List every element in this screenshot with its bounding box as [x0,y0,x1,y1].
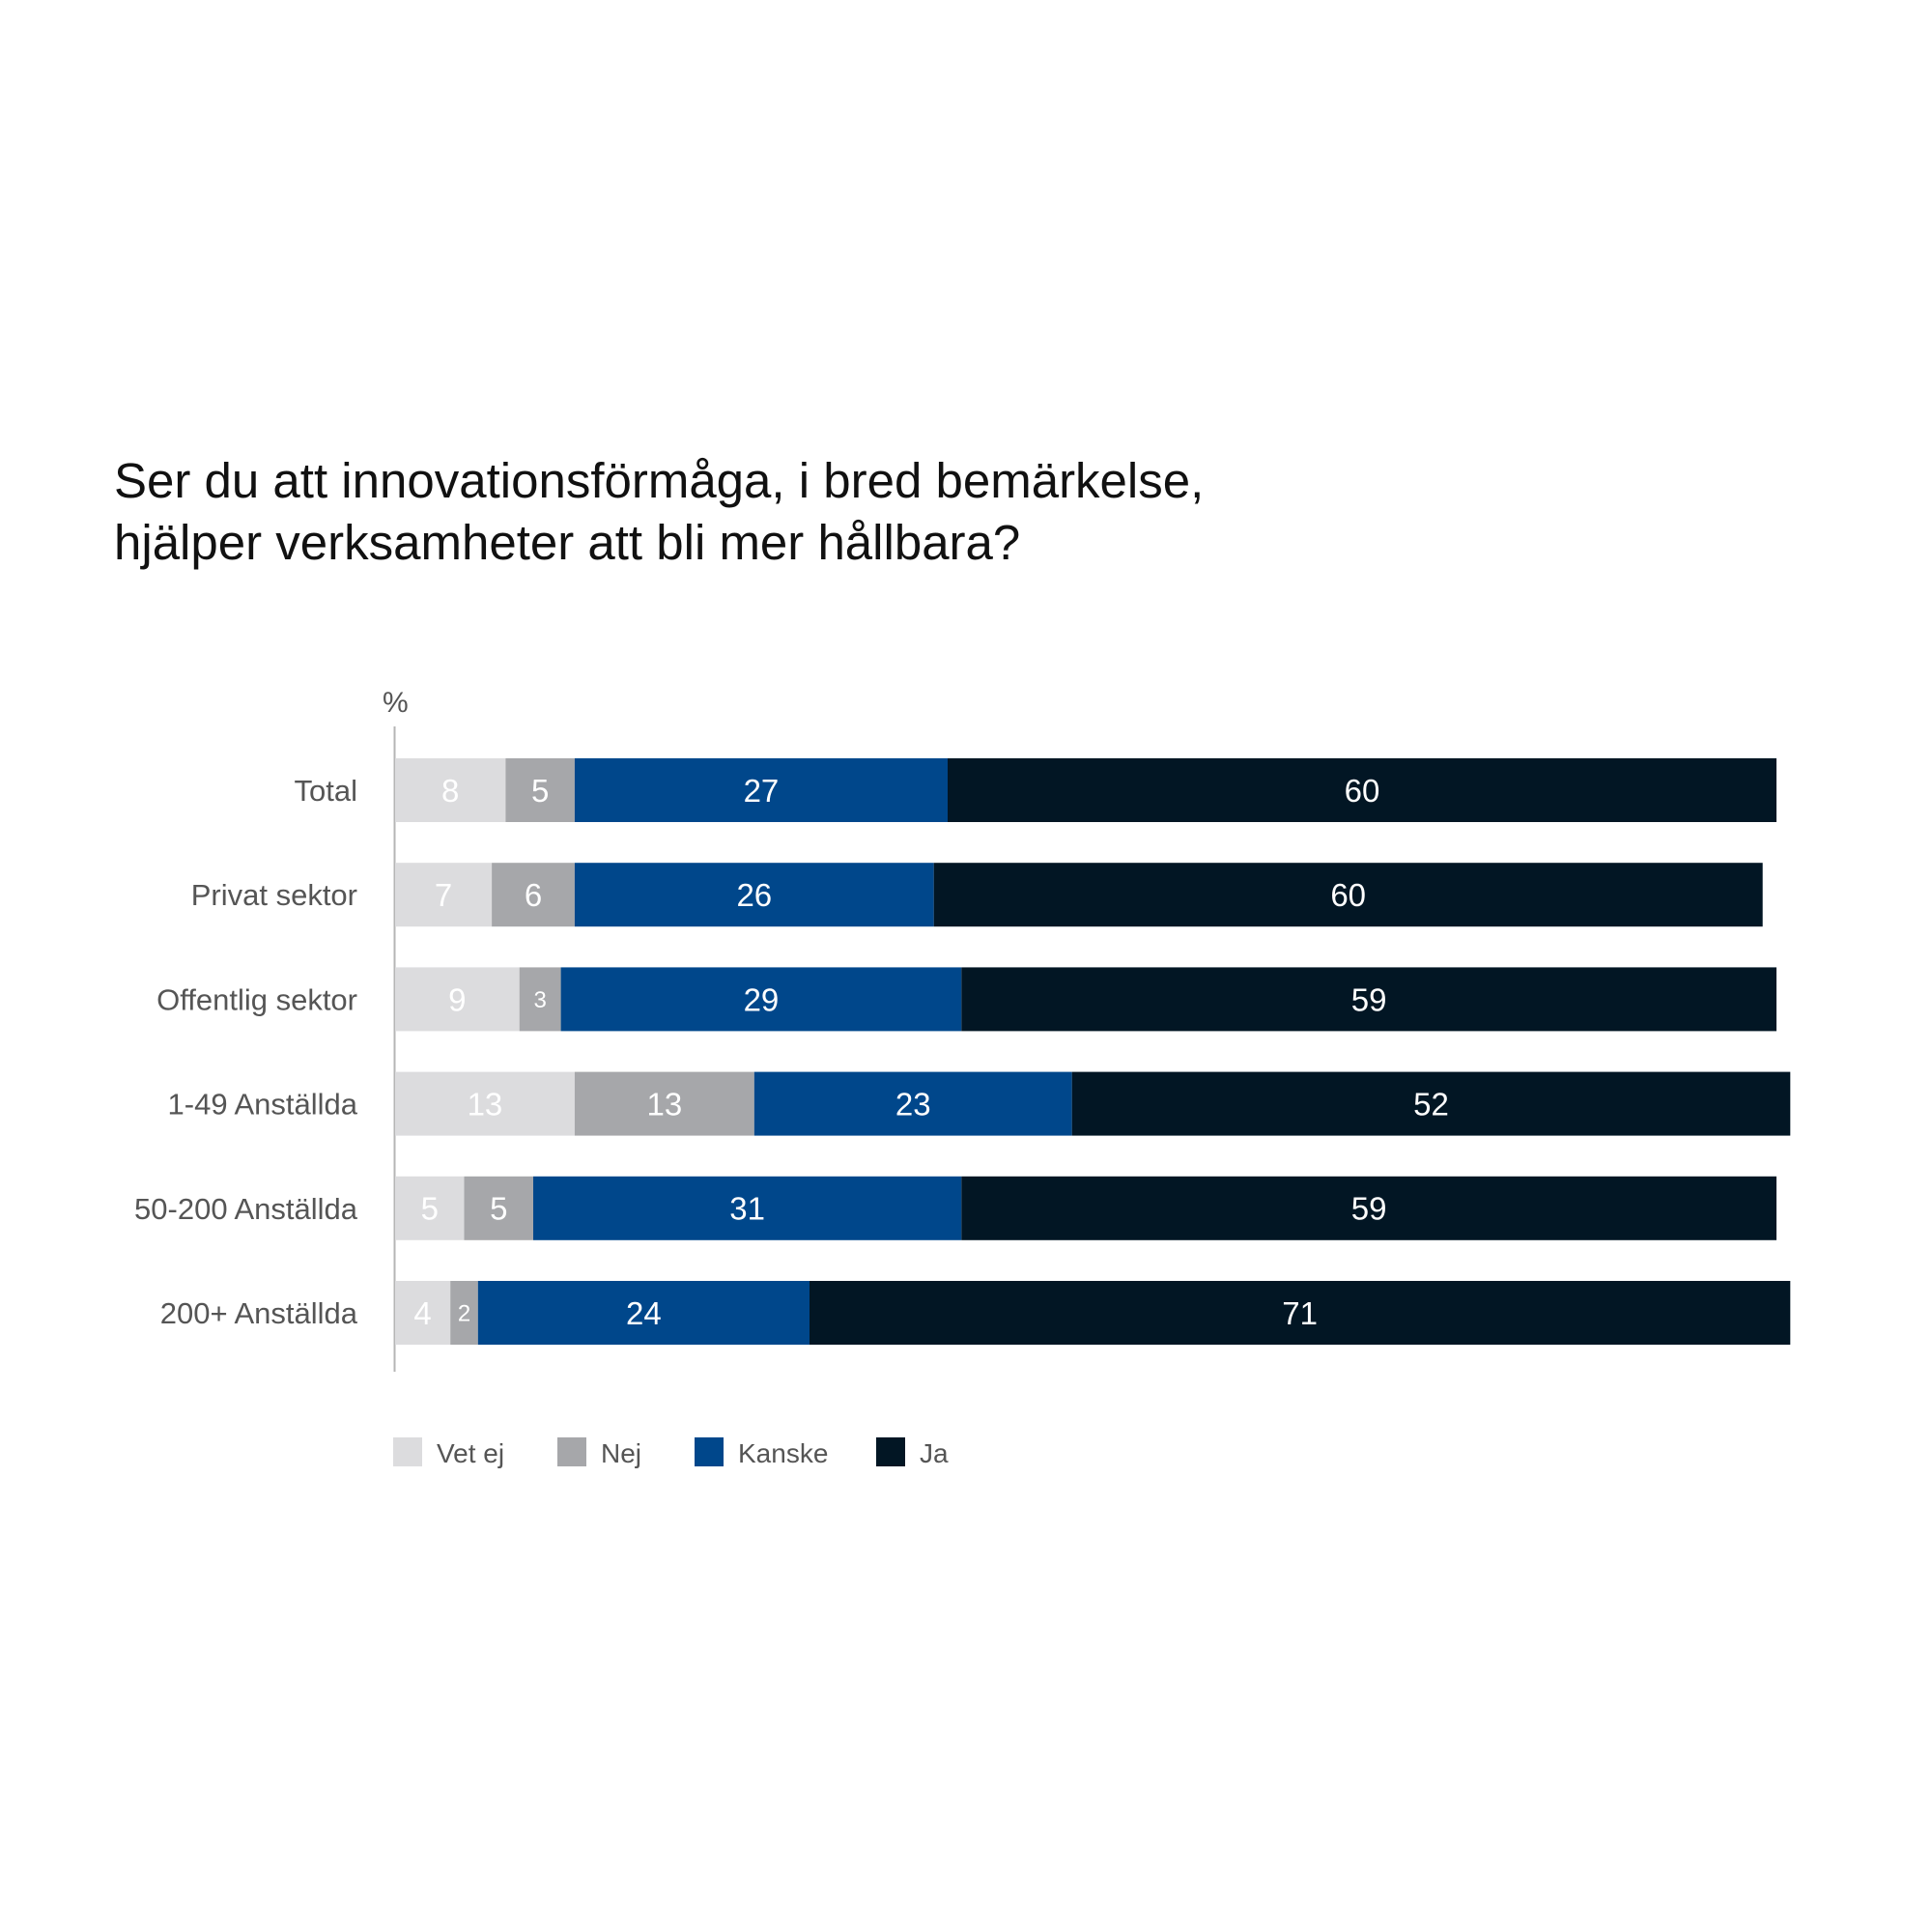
legend-label: Kanske [738,1438,828,1468]
data-label: 24 [626,1295,662,1331]
data-label: 52 [1413,1086,1449,1122]
data-label: 13 [468,1086,503,1122]
bar-segment [574,863,934,927]
bar-segment [948,758,1776,822]
legend-swatch [695,1437,724,1466]
chart-title-line-1: Ser du att innovationsförmåga, i bred be… [114,453,1205,508]
chart-title: Ser du att innovationsförmåga, i bred be… [114,450,1563,574]
data-label: 31 [729,1191,765,1227]
category-label: Privat sektor [191,878,357,912]
data-label: 59 [1351,981,1387,1017]
bar-segment [492,863,575,927]
legend-swatch [393,1437,422,1466]
bar-segment [1071,1071,1791,1136]
bar-segment [961,967,1776,1032]
bar-segment [450,1281,478,1345]
bar-segment [810,1281,1791,1345]
category-label: 200+ Anställda [160,1296,358,1330]
bar-segment [395,967,520,1032]
bar-segment [753,1071,1072,1136]
chart-title-line-2: hjälper verksamheter att bli mer hållbar… [114,515,1021,570]
category-label: Total [295,774,357,808]
legend-label: Nej [601,1438,641,1468]
bar-segment [961,1176,1776,1240]
legend-swatch [876,1437,905,1466]
bar-segment [560,967,962,1032]
bar-segment [477,1281,810,1345]
data-label: 60 [1345,773,1380,809]
data-label: 9 [448,981,466,1017]
bar-segment [395,758,506,822]
bars-group: 8 5 27 60 7 6 26 60 9 3 29 59 13 13 23 52 5 5 31 59 4 2 24 71 [395,758,1791,1345]
category-label: 1-49 Anställda [168,1088,358,1122]
data-label: 5 [421,1191,439,1227]
bar-segment [464,1176,533,1240]
bar-segment [574,758,948,822]
data-label: 27 [744,773,780,809]
category-label: 50-200 Anställda [134,1192,358,1226]
bar-segment [933,863,1763,927]
data-label: 71 [1282,1295,1318,1331]
data-label: 26 [736,877,772,913]
data-label: 6 [525,877,542,913]
data-label: 4 [413,1295,431,1331]
bar-segment [519,967,561,1032]
legend-label: Vet ej [437,1438,504,1468]
data-label: 2 [458,1301,470,1327]
bar-segment [395,863,493,927]
data-label: 29 [744,981,780,1017]
data-label: 3 [533,987,546,1013]
bar-segment [533,1176,962,1240]
legend: Vet ej Nej Kanske Ja [393,1437,949,1468]
data-label: 5 [490,1191,507,1227]
bar-segment [395,1176,465,1240]
data-label: 5 [531,773,549,809]
data-label: 23 [895,1086,931,1122]
bar-segment [574,1071,754,1136]
bar-segment [505,758,575,822]
data-label: 59 [1351,1191,1387,1227]
bar-segment [395,1071,575,1136]
legend-label: Ja [920,1438,949,1468]
category-labels: Total Privat sektor Offentlig sektor 1-49 A… [134,774,358,1330]
legend-swatch [557,1437,586,1466]
unit-label: % [383,687,409,719]
data-label: 60 [1330,877,1366,913]
data-label: 8 [441,773,459,809]
data-label: 7 [435,877,452,913]
bar-segment [395,1281,451,1345]
data-label: 13 [646,1086,682,1122]
category-label: Offentlig sektor [156,982,357,1016]
